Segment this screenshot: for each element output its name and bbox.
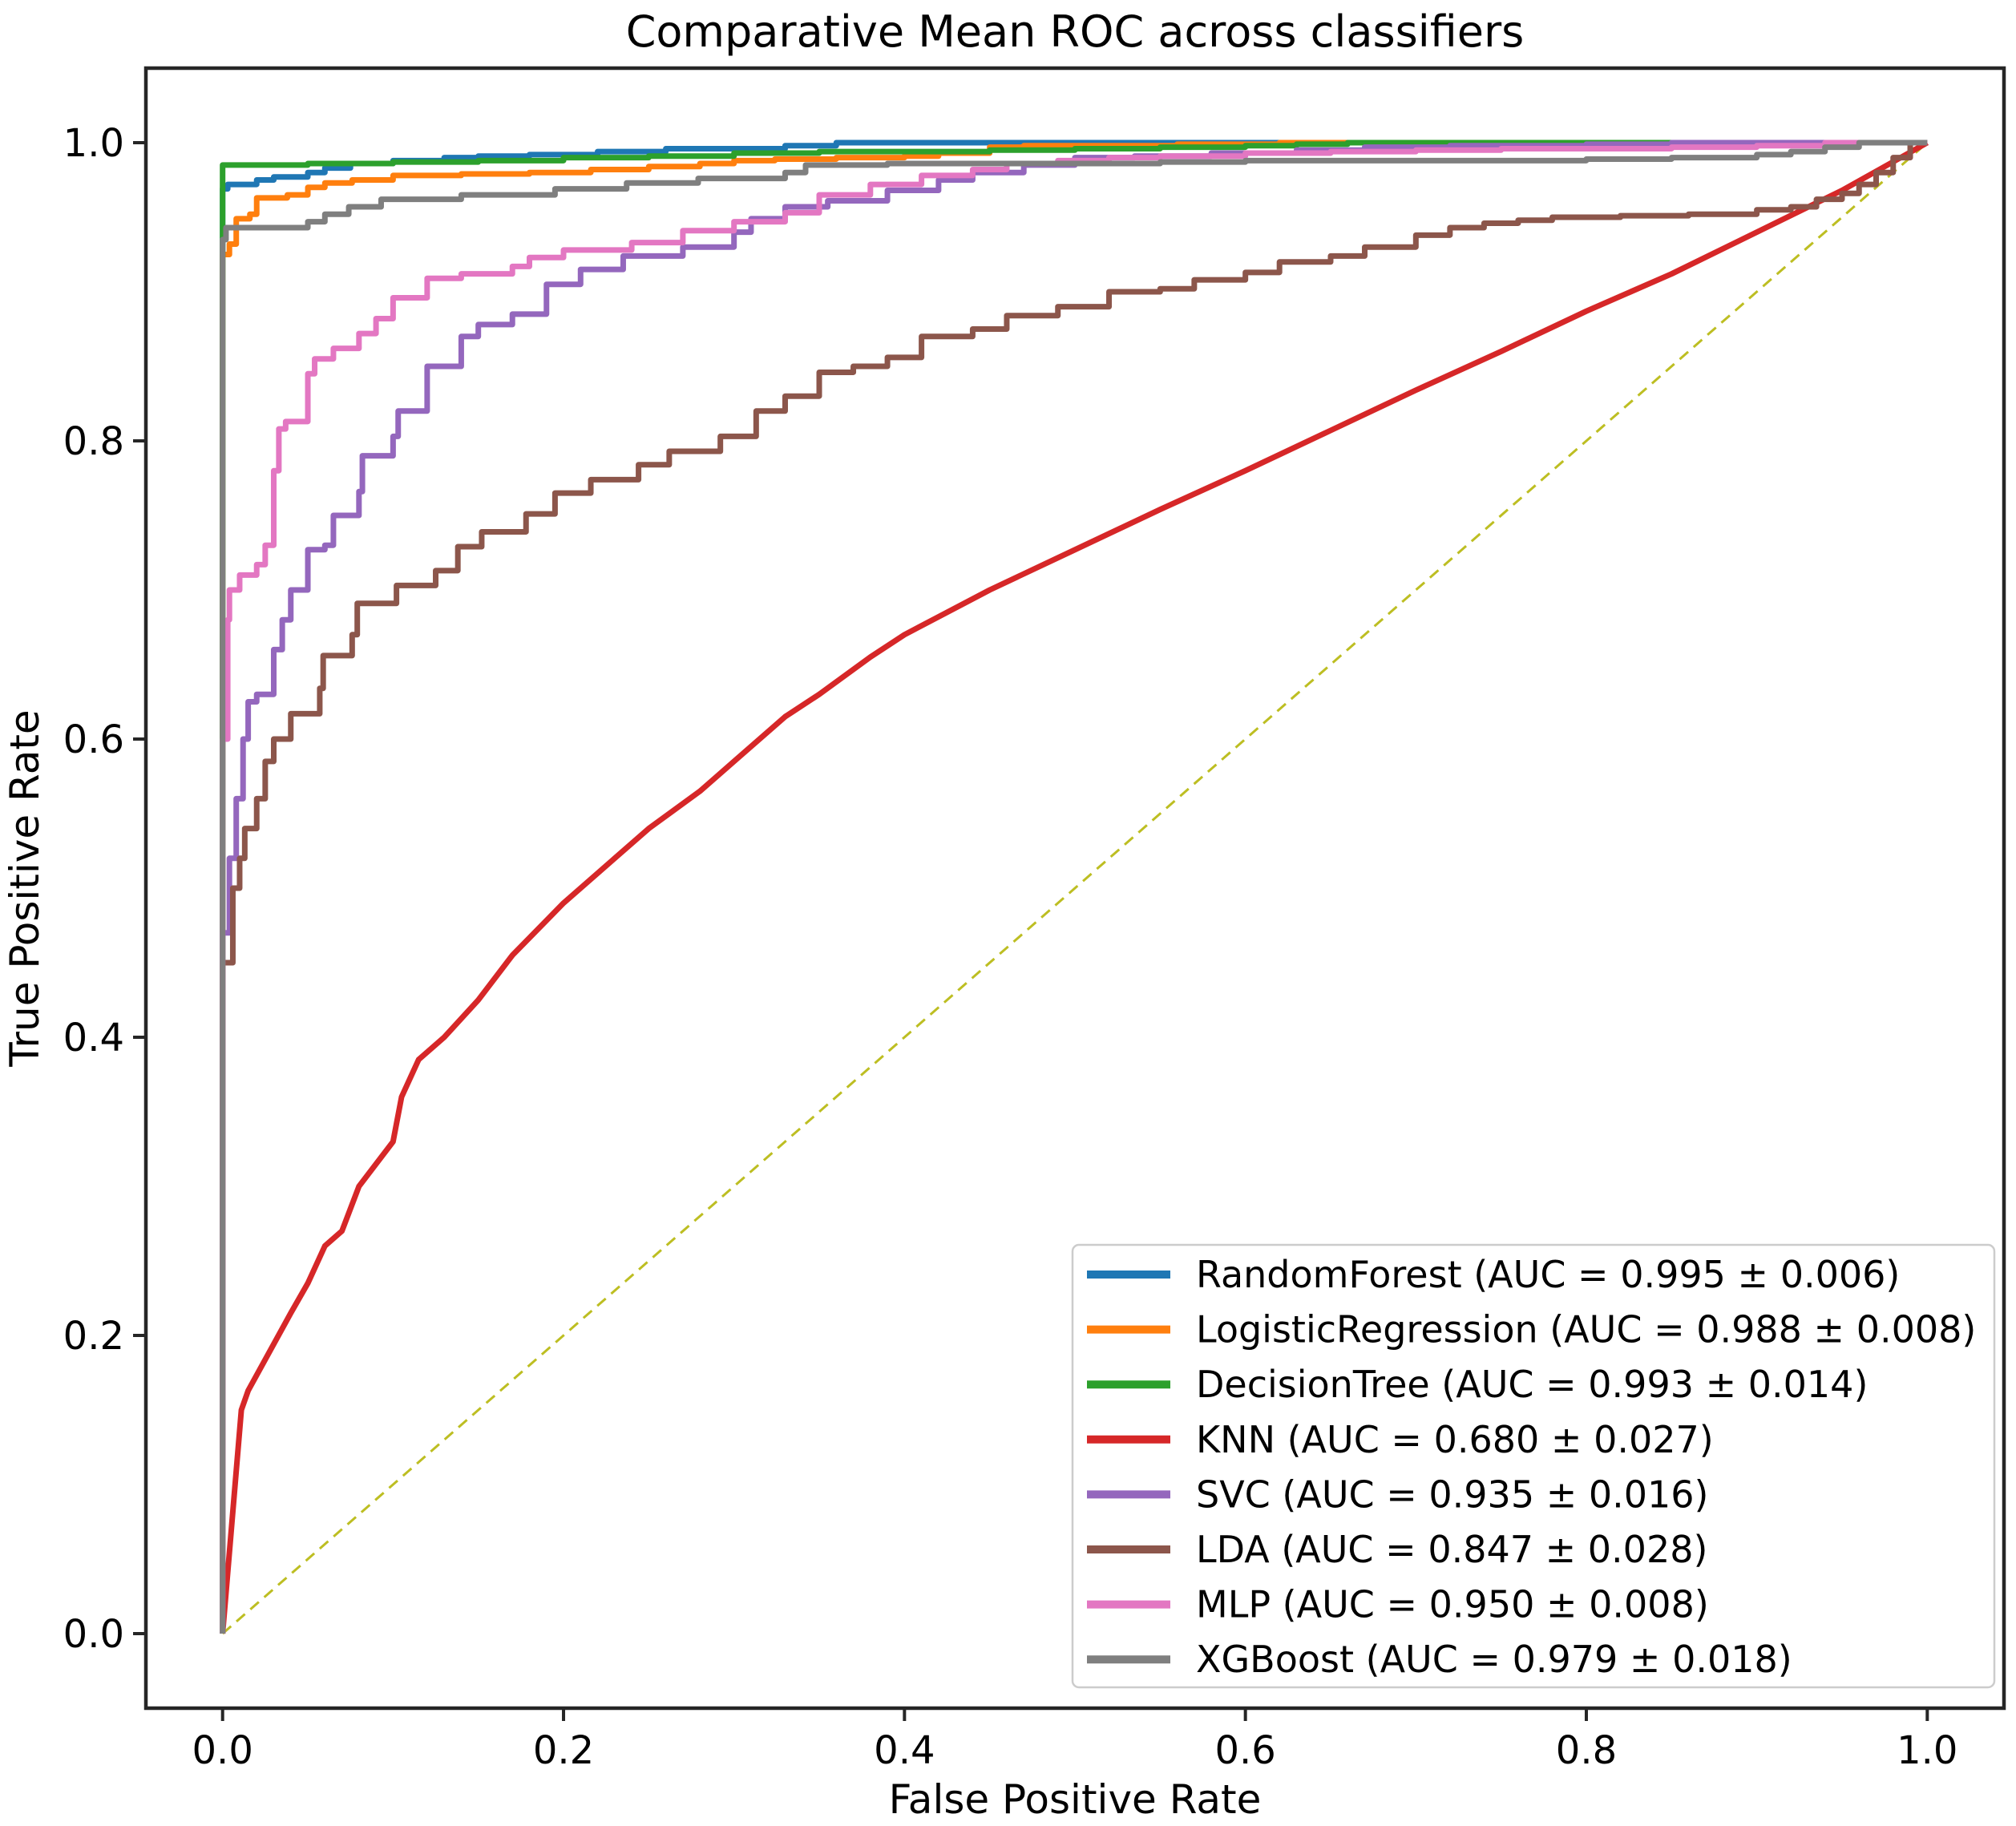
y-tick-label: 0.0 [63, 1612, 124, 1657]
legend-label: SVC (AUC = 0.935 ± 0.016) [1196, 1473, 1709, 1516]
legend-label: LogisticRegression (AUC = 0.988 ± 0.008) [1196, 1308, 1976, 1351]
chart-title: Comparative Mean ROC across classifiers [626, 6, 1525, 57]
roc-curve-chance [221, 141, 1929, 1635]
legend-item-xgboost: XGBoost (AUC = 0.979 ± 0.018) [1087, 1638, 1792, 1681]
plot-spines [143, 66, 2006, 1711]
legend-label: MLP (AUC = 0.950 ± 0.008) [1196, 1583, 1709, 1626]
plot-area: 0.0 0.2 0.4 0.6 0.8 1.0 0.0 0.2 0.4 0.6 0.8 1.0 [63, 66, 2006, 1773]
legend-label: RandomForest (AUC = 0.995 ± 0.006) [1196, 1253, 1900, 1296]
x-tick-label: 0.0 [192, 1728, 253, 1773]
roc-curve-mlp [220, 139, 1928, 1634]
x-tick-label: 1.0 [1897, 1728, 1957, 1773]
x-axis-label: False Positive Rate [889, 1776, 1262, 1823]
y-axis-label: True Positive Rate [2, 709, 48, 1067]
legend-label: XGBoost (AUC = 0.979 ± 0.018) [1196, 1638, 1792, 1681]
legend-item-random-forest: RandomForest (AUC = 0.995 ± 0.006) [1087, 1253, 1900, 1296]
y-tick-label: 0.2 [63, 1314, 124, 1359]
roc-curve-xgboost [220, 139, 1928, 1634]
roc-curve-lda [220, 139, 1928, 1634]
legend-label: KNN (AUC = 0.680 ± 0.027) [1196, 1418, 1714, 1461]
roc-curve-knn [220, 139, 1929, 1634]
y-tick-label: 0.6 [63, 717, 124, 762]
x-tick-label: 0.6 [1214, 1728, 1275, 1773]
legend-item-logistic-regression: LogisticRegression (AUC = 0.988 ± 0.008) [1087, 1308, 1976, 1351]
legend-item-lda: LDA (AUC = 0.847 ± 0.028) [1087, 1528, 1707, 1571]
legend-label: DecisionTree (AUC = 0.993 ± 0.014) [1196, 1363, 1868, 1406]
legend-item-svc: SVC (AUC = 0.935 ± 0.016) [1087, 1473, 1709, 1516]
roc-curve-decision-tree [220, 139, 1928, 1634]
legend-box: RandomForest (AUC = 0.995 ± 0.006) Logist… [1071, 1243, 1996, 1689]
legend-item-knn: KNN (AUC = 0.680 ± 0.027) [1087, 1418, 1714, 1461]
x-tick-label: 0.8 [1556, 1728, 1617, 1773]
y-tick-label: 1.0 [63, 121, 124, 166]
roc-curve-logistic-regression [220, 139, 1928, 1634]
x-tick-label: 0.4 [874, 1728, 935, 1773]
x-tick-label: 0.2 [533, 1728, 594, 1773]
y-tick-label: 0.4 [63, 1016, 124, 1060]
legend-item-decision-tree: DecisionTree (AUC = 0.993 ± 0.014) [1087, 1363, 1868, 1406]
legend-label: LDA (AUC = 0.847 ± 0.028) [1196, 1528, 1707, 1571]
legend-item-mlp: MLP (AUC = 0.950 ± 0.008) [1087, 1583, 1709, 1626]
legend-frame [1071, 1243, 1996, 1689]
y-tick-label: 0.8 [63, 419, 124, 464]
